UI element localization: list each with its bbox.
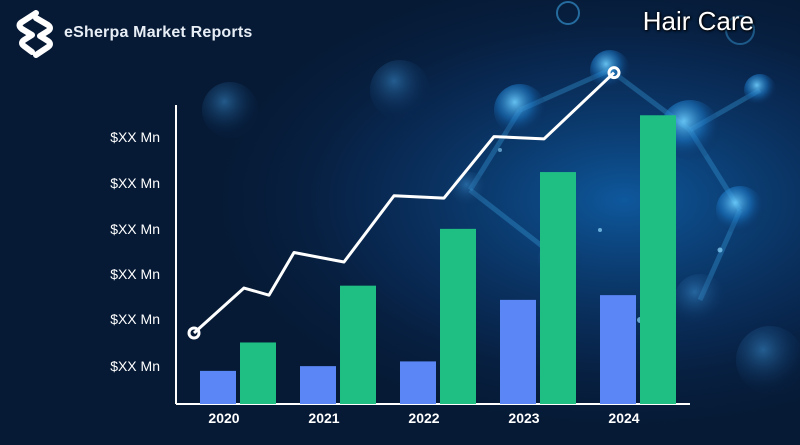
bar-green-2021 <box>340 285 376 404</box>
bar-blue-2023 <box>500 299 536 404</box>
bar-blue-2022 <box>400 361 436 404</box>
y-tick-label: $XX Mn <box>110 221 160 237</box>
bar-green-2022 <box>440 228 476 404</box>
y-tick-label: $XX Mn <box>110 129 160 145</box>
esherpa-s-logo-icon <box>16 10 53 58</box>
trend-end-marker <box>607 66 621 80</box>
y-tick-label: $XX Mn <box>110 175 160 191</box>
bar-blue-2021 <box>300 366 336 404</box>
bar-blue-2020 <box>200 370 236 404</box>
chart-title: Hair Care <box>642 6 754 36</box>
y-tick-label: $XX Mn <box>110 266 160 282</box>
x-tick-label: 2022 <box>408 410 439 426</box>
trend-line <box>192 71 616 335</box>
y-tick-label: $XX Mn <box>110 358 160 374</box>
x-tick-label: 2020 <box>208 410 239 426</box>
trend-start-marker <box>187 326 201 340</box>
bar-blue-2024 <box>600 295 636 404</box>
bar-green-2023 <box>540 172 576 404</box>
y-tick-label: $XX Mn <box>110 311 160 327</box>
x-tick-label: 2024 <box>608 410 639 426</box>
brand-name: eSherpa Market Reports <box>64 24 253 41</box>
bar-green-2020 <box>240 342 276 404</box>
x-tick-label: 2023 <box>508 410 539 426</box>
bar-green-2024 <box>640 115 676 405</box>
x-tick-label: 2021 <box>308 410 339 426</box>
